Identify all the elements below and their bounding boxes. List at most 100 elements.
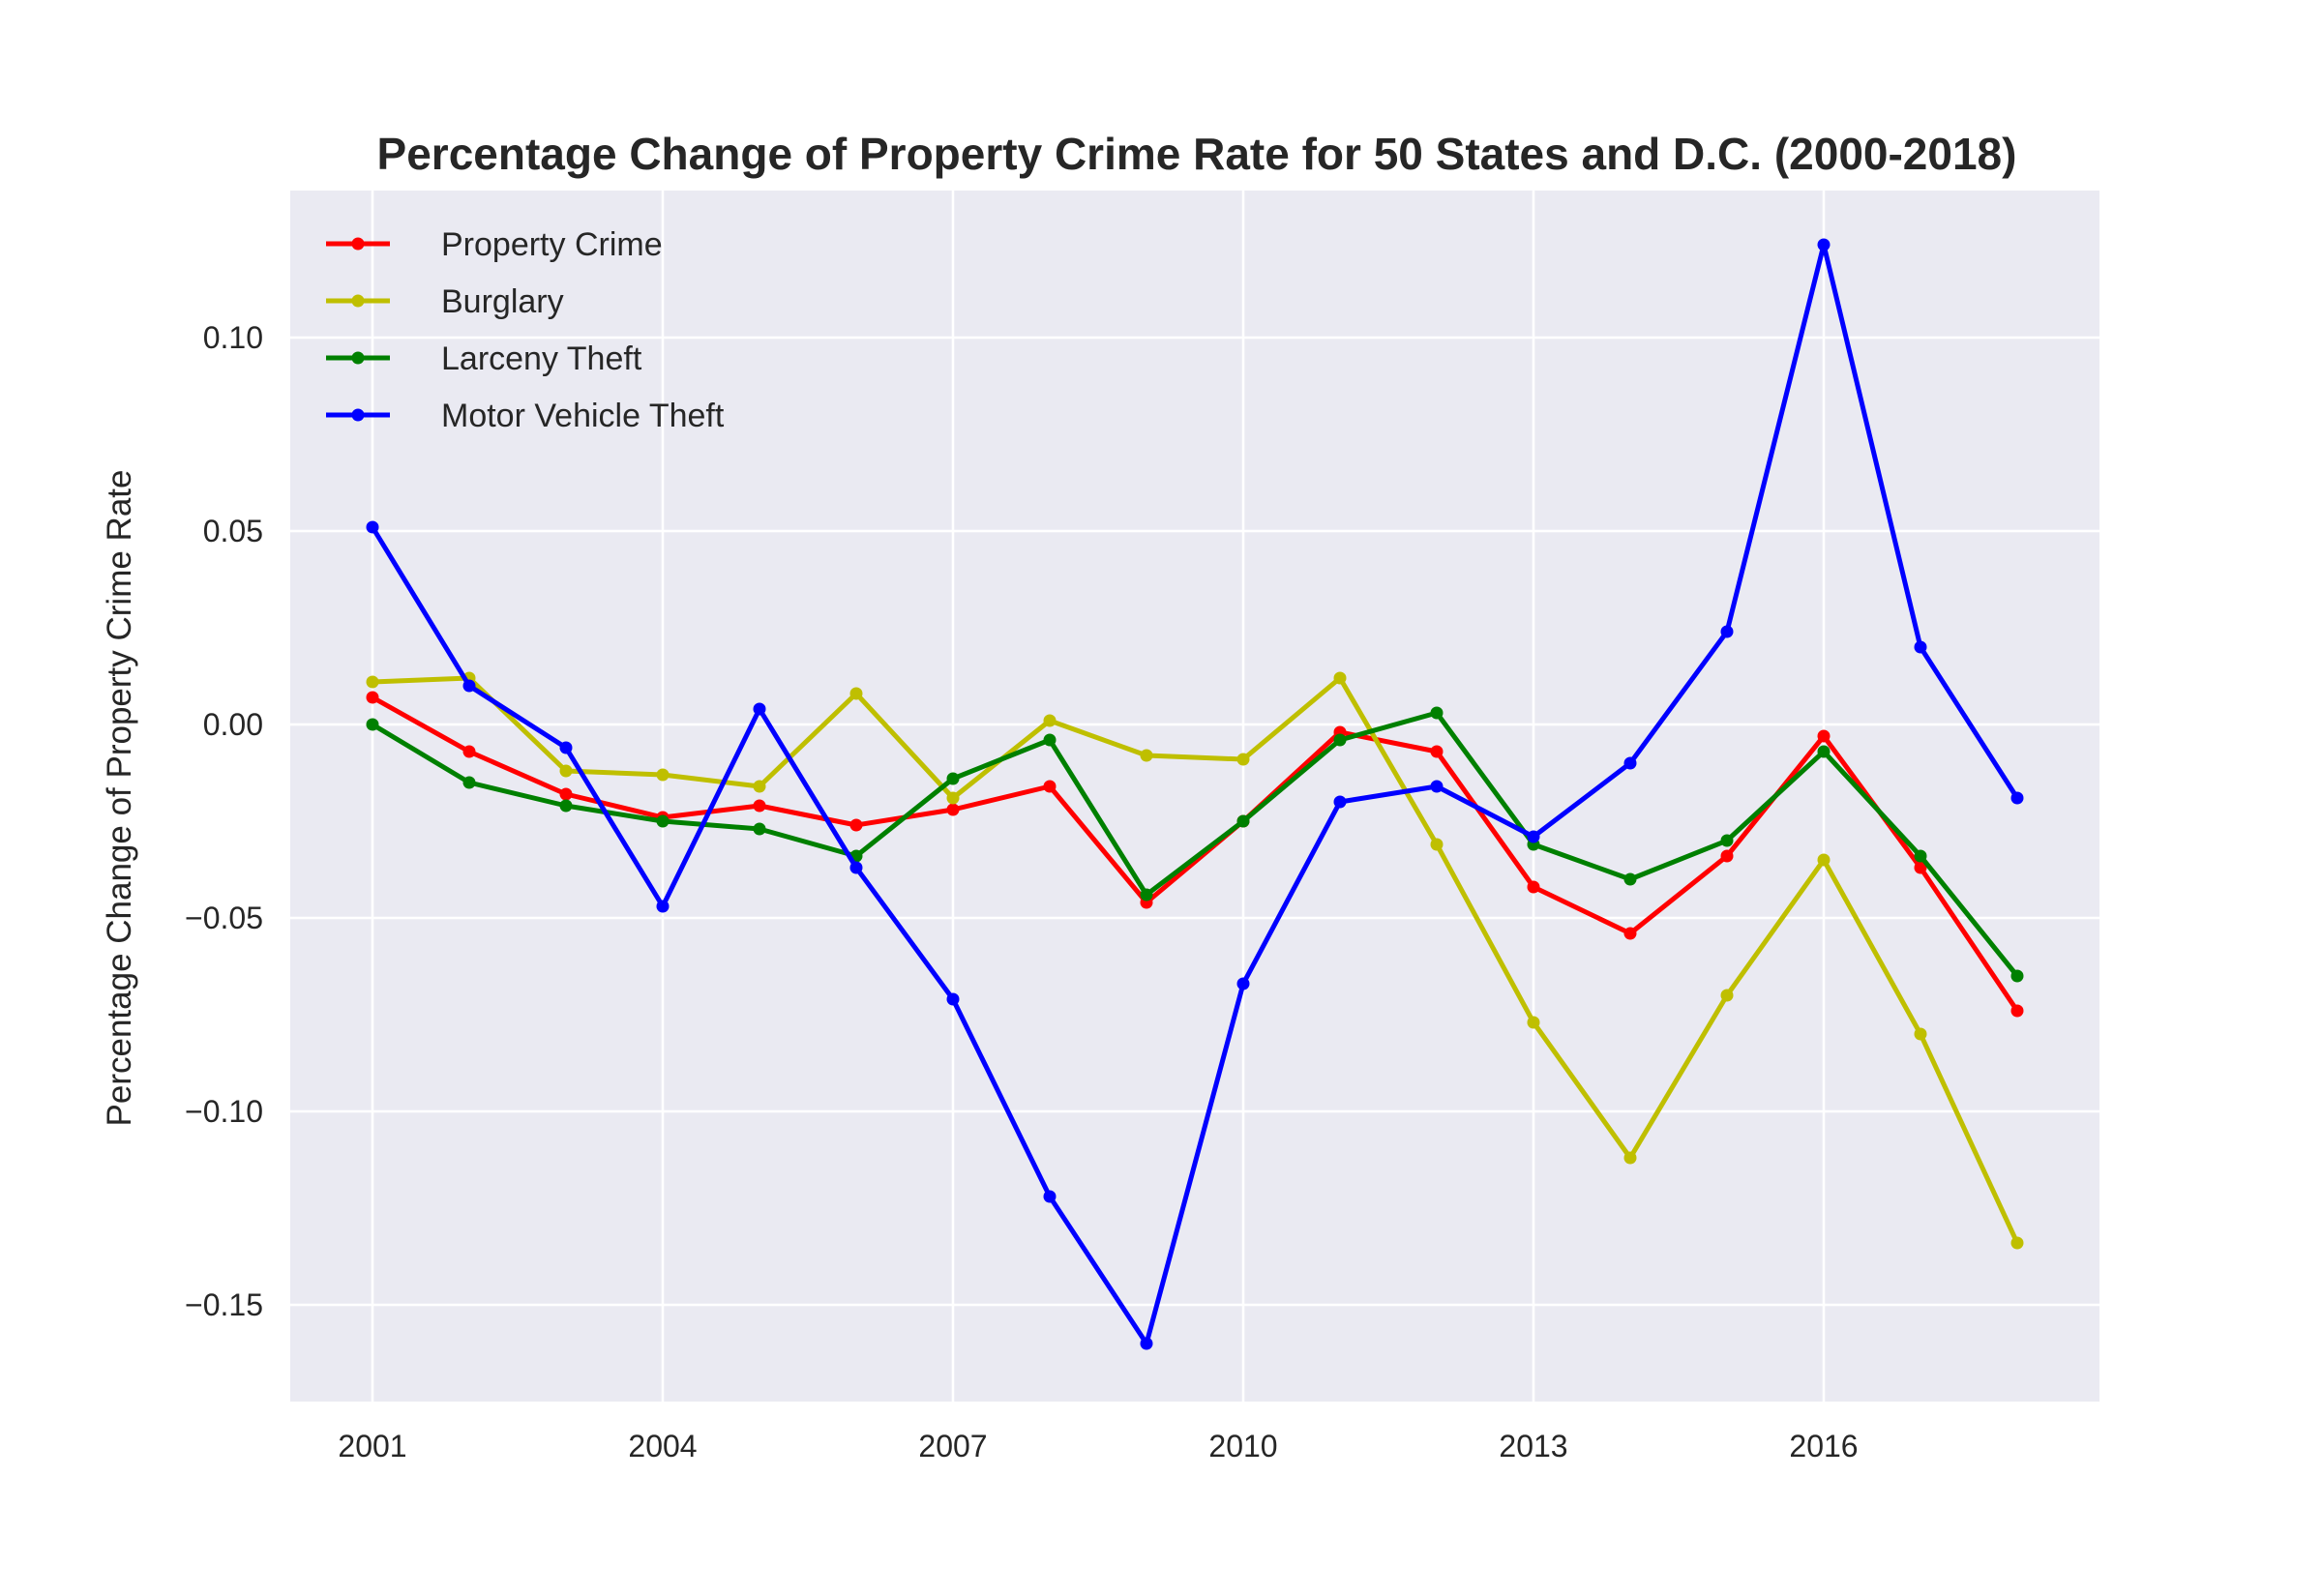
data-point <box>1817 853 1831 867</box>
data-point <box>2010 969 2024 983</box>
data-point <box>462 776 476 789</box>
data-point <box>1043 1190 1057 1203</box>
x-tick-label: 2004 <box>628 1429 697 1463</box>
legend-label: Property Crime <box>441 226 663 263</box>
data-point <box>366 675 379 689</box>
data-point <box>1720 625 1734 638</box>
data-point <box>1623 927 1637 940</box>
data-point <box>946 791 960 805</box>
y-axis-label: Percentage Change of Property Crime Rate <box>101 470 138 1127</box>
data-point <box>1720 989 1734 1002</box>
data-point <box>1140 888 1153 901</box>
legend: Property Crime Burglary Larceny Theft Motor… <box>326 226 725 434</box>
data-point <box>1527 1016 1540 1029</box>
data-point <box>559 741 573 754</box>
data-point <box>1817 238 1831 251</box>
series-line-burglary <box>372 675 2020 1245</box>
data-point <box>2010 1004 2024 1018</box>
data-point <box>849 861 863 874</box>
legend-label: Motor Vehicle Theft <box>441 398 725 434</box>
data-point <box>559 764 573 778</box>
data-point <box>656 814 670 828</box>
legend-item: Burglary <box>326 283 564 320</box>
data-point <box>2010 1236 2024 1250</box>
data-point <box>366 691 379 704</box>
series-line-larceny-theft <box>371 710 2019 978</box>
data-point <box>559 787 573 801</box>
data-point <box>1623 872 1637 886</box>
data-point <box>656 768 670 782</box>
x-tick-label: 2001 <box>338 1429 406 1463</box>
data-point <box>1914 861 1927 874</box>
series-burglary <box>366 671 2024 1250</box>
data-point <box>1333 733 1347 747</box>
data-point <box>1914 1027 1927 1041</box>
legend-marker <box>351 294 365 308</box>
data-point <box>1527 830 1540 843</box>
data-point <box>462 745 476 758</box>
series-motor-vehicle-theft <box>366 238 2024 1350</box>
data-point <box>1817 729 1831 743</box>
data-point <box>753 799 766 813</box>
series-line-property-crime <box>371 695 2020 1013</box>
data-point <box>1236 977 1250 990</box>
legend-label: Burglary <box>441 283 564 320</box>
data-point <box>1623 756 1637 770</box>
y-tick-label: −0.05 <box>185 901 263 935</box>
legend-item: Larceny Theft <box>326 340 642 377</box>
data-point <box>946 772 960 785</box>
data-point <box>1236 814 1250 828</box>
data-point <box>1430 780 1444 793</box>
data-point <box>1043 733 1057 747</box>
series-line-motor-vehicle-theft <box>370 242 2020 1346</box>
data-point <box>1333 795 1347 809</box>
data-point <box>1914 849 1927 863</box>
data-point <box>1720 834 1734 847</box>
data-point <box>1720 849 1734 863</box>
data-point <box>1430 706 1444 720</box>
y-tick-label: 0.05 <box>203 514 263 548</box>
data-point <box>946 803 960 816</box>
data-point <box>366 520 379 534</box>
y-tick-label: 0.00 <box>203 707 263 742</box>
data-point <box>656 900 670 913</box>
data-point <box>1914 640 1927 654</box>
data-point <box>753 702 766 716</box>
y-tick-label: −0.15 <box>185 1287 263 1322</box>
series-lines <box>366 238 2024 1350</box>
data-point <box>946 992 960 1006</box>
series-property-crime <box>366 691 2024 1018</box>
y-tick-label: 0.10 <box>203 320 263 355</box>
data-point <box>366 718 379 731</box>
legend-item: Property Crime <box>326 226 663 263</box>
data-point <box>1140 749 1153 762</box>
legend-marker <box>351 408 365 422</box>
data-point <box>753 822 766 836</box>
data-point <box>2010 791 2024 805</box>
data-point <box>1043 780 1057 793</box>
data-point <box>849 818 863 832</box>
x-tick-label: 2007 <box>918 1429 987 1463</box>
data-point <box>1043 714 1057 727</box>
data-point <box>1236 753 1250 766</box>
data-point <box>559 799 573 813</box>
plot-area <box>290 191 2099 1402</box>
data-point <box>753 780 766 793</box>
chart-title: Percentage Change of Property Crime Rate… <box>377 129 2017 179</box>
x-tick-label: 2016 <box>1789 1429 1858 1463</box>
legend-label: Larceny Theft <box>441 340 642 377</box>
data-point <box>1430 745 1444 758</box>
x-axis-ticks: 2001 2004 2007 2010 2013 2016 <box>338 1429 1858 1463</box>
legend-marker <box>351 237 365 251</box>
data-point <box>1140 1337 1153 1350</box>
x-tick-label: 2010 <box>1208 1429 1277 1463</box>
legend-item: Motor Vehicle Theft <box>326 398 725 434</box>
data-point <box>849 687 863 700</box>
data-point <box>462 679 476 693</box>
data-point <box>1527 880 1540 894</box>
data-point <box>1817 745 1831 758</box>
x-tick-label: 2013 <box>1499 1429 1567 1463</box>
data-point <box>1333 671 1347 685</box>
data-point <box>1430 838 1444 851</box>
